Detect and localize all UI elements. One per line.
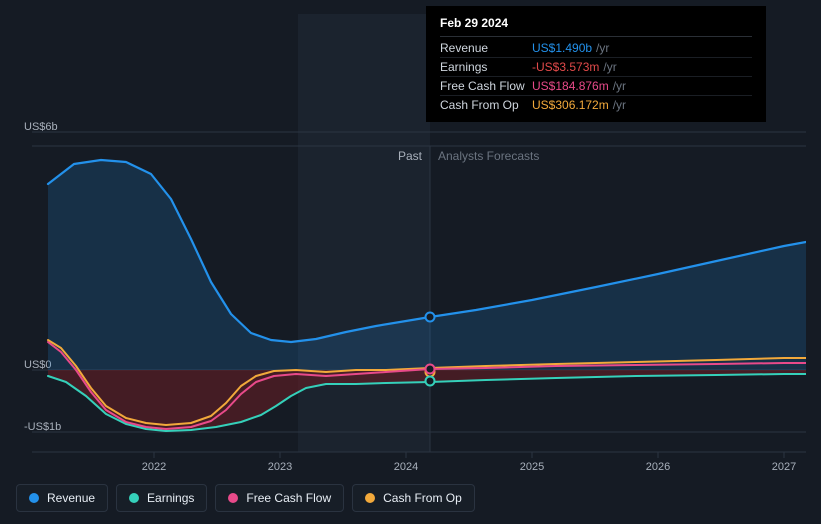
tooltip-value: US$1.490b	[532, 41, 592, 55]
svg-text:2025: 2025	[520, 461, 544, 473]
svg-text:2024: 2024	[394, 461, 418, 473]
legend-item-free-cash-flow[interactable]: Free Cash Flow	[215, 484, 344, 512]
legend-dot-icon	[129, 493, 139, 503]
chart-tooltip: Feb 29 2024 RevenueUS$1.490b/yrEarnings-…	[426, 6, 766, 122]
tooltip-row: Earnings-US$3.573m/yr	[440, 58, 752, 77]
legend-dot-icon	[365, 493, 375, 503]
svg-text:2023: 2023	[268, 461, 292, 473]
tooltip-unit: /yr	[596, 41, 609, 55]
svg-text:-US$1b: -US$1b	[24, 421, 61, 433]
svg-text:Past: Past	[398, 149, 423, 163]
svg-text:2026: 2026	[646, 461, 670, 473]
svg-text:US$0: US$0	[24, 359, 52, 371]
tooltip-value: US$184.876m	[532, 79, 609, 93]
tooltip-row: RevenueUS$1.490b/yr	[440, 39, 752, 58]
tooltip-unit: /yr	[613, 79, 626, 93]
tooltip-unit: /yr	[603, 60, 616, 74]
tooltip-row: Free Cash FlowUS$184.876m/yr	[440, 77, 752, 96]
tooltip-label: Earnings	[440, 60, 532, 74]
svg-text:Analysts Forecasts: Analysts Forecasts	[438, 149, 539, 163]
legend-item-cash-from-op[interactable]: Cash From Op	[352, 484, 475, 512]
legend-label: Earnings	[147, 491, 194, 505]
legend-label: Cash From Op	[383, 491, 462, 505]
legend-label: Revenue	[47, 491, 95, 505]
svg-text:2022: 2022	[142, 461, 166, 473]
svg-text:2027: 2027	[772, 461, 796, 473]
svg-text:US$6b: US$6b	[24, 121, 58, 133]
tooltip-value: US$306.172m	[532, 98, 609, 112]
tooltip-unit: /yr	[613, 98, 626, 112]
legend-dot-icon	[29, 493, 39, 503]
chart-legend: Revenue Earnings Free Cash Flow Cash From O…	[16, 484, 475, 512]
legend-label: Free Cash Flow	[246, 491, 331, 505]
tooltip-row: Cash From OpUS$306.172m/yr	[440, 96, 752, 114]
tooltip-label: Cash From Op	[440, 98, 532, 112]
legend-item-earnings[interactable]: Earnings	[116, 484, 207, 512]
tooltip-label: Free Cash Flow	[440, 79, 532, 93]
tooltip-value: -US$3.573m	[532, 60, 599, 74]
legend-dot-icon	[228, 493, 238, 503]
tooltip-label: Revenue	[440, 41, 532, 55]
legend-item-revenue[interactable]: Revenue	[16, 484, 108, 512]
tooltip-date: Feb 29 2024	[440, 16, 752, 37]
